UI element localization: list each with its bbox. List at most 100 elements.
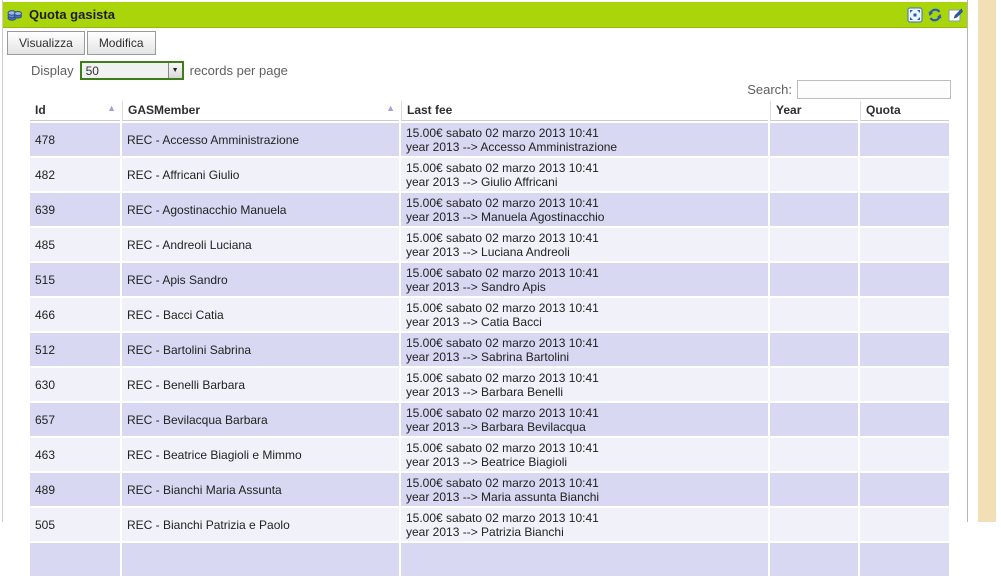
- fee-year-note: year 2013 --> Beatrice Biagioli: [406, 454, 568, 469]
- cell-lastfee: 15.00€ sabato 02 marzo 2013 10:41 year 2…: [401, 333, 768, 366]
- cell-gasmember: REC - Bartolini Sabrina: [122, 333, 399, 366]
- table-row[interactable]: 485 REC - Andreoli Luciana 15.00€ sabato…: [30, 228, 949, 261]
- tab-modifica[interactable]: Modifica: [86, 31, 156, 55]
- cell-id: 630: [30, 368, 120, 401]
- table-row[interactable]: 466 REC - Bacci Catia 15.00€ sabato 02 m…: [30, 298, 949, 331]
- cell-quota: [860, 438, 949, 471]
- fee-year-note: year 2013 --> Sabrina Bartolini: [406, 349, 570, 364]
- cell-id: 505: [30, 508, 120, 541]
- cell-year: [770, 263, 858, 296]
- table-row[interactable]: 630 REC - Benelli Barbara 15.00€ sabato …: [30, 368, 949, 401]
- cell-id: 466: [30, 298, 120, 331]
- cell-gasmember: REC - Bacci Catia: [122, 298, 399, 331]
- dropdown-arrow-icon[interactable]: ▼: [167, 63, 182, 78]
- cell-gasmember: REC - Agostinacchio Manuela: [122, 193, 399, 226]
- cell-year: [770, 228, 858, 261]
- cell-gasmember: REC - Benelli Barbara: [122, 368, 399, 401]
- cell-quota: [860, 298, 949, 331]
- fee-amount-date: 15.00€ sabato 02 marzo 2013 10:41: [406, 335, 599, 350]
- cell-id: 463: [30, 438, 120, 471]
- cell-id: [30, 543, 120, 576]
- window-titlebar: Quota gasista: [3, 2, 967, 28]
- cell-lastfee: 15.00€ sabato 02 marzo 2013 10:41 year 2…: [401, 438, 768, 471]
- cell-year: [770, 333, 858, 366]
- records-per-page-select[interactable]: 50 ▼: [79, 61, 184, 80]
- table-row[interactable]: 657 REC - Bevilacqua Barbara 15.00€ saba…: [30, 403, 949, 436]
- table-row[interactable]: 505 REC - Bianchi Patrizia e Paolo 15.00…: [30, 508, 949, 541]
- cell-id: 489: [30, 473, 120, 506]
- fee-year-note: year 2013 --> Patrizia Bianchi: [406, 524, 564, 539]
- fee-amount-date: 15.00€ sabato 02 marzo 2013 10:41: [406, 230, 599, 245]
- cell-lastfee: 15.00€ sabato 02 marzo 2013 10:41 year 2…: [401, 368, 768, 401]
- refresh-icon[interactable]: [927, 7, 943, 23]
- column-header-id[interactable]: Id ▲: [30, 101, 120, 121]
- cell-lastfee: 15.00€ sabato 02 marzo 2013 10:41 year 2…: [401, 158, 768, 191]
- cell-quota: [860, 368, 949, 401]
- table-row[interactable]: 482 REC - Affricani Giulio 15.00€ sabato…: [30, 158, 949, 191]
- selected-page-size: 50: [85, 63, 99, 78]
- cell-quota: [860, 263, 949, 296]
- table-row[interactable]: 489 REC - Bianchi Maria Assunta 15.00€ s…: [30, 473, 949, 506]
- page-title: Quota gasista: [29, 7, 115, 22]
- search-input[interactable]: [797, 80, 951, 99]
- fee-year-note: year 2013 --> Manuela Agostinacchio: [406, 209, 605, 224]
- expand-icon[interactable]: [907, 7, 923, 23]
- edit-icon[interactable]: [947, 7, 963, 23]
- table-row[interactable]: 515 REC - Apis Sandro 15.00€ sabato 02 m…: [30, 263, 949, 296]
- table-row[interactable]: 463 REC - Beatrice Biagioli e Mimmo 15.0…: [30, 438, 949, 471]
- search-control: Search:: [3, 80, 951, 99]
- fee-year-note: year 2013 --> Barbara Bevilacqua: [406, 419, 586, 434]
- cell-id: 485: [30, 228, 120, 261]
- cell-quota: [860, 543, 949, 576]
- cell-year: [770, 473, 858, 506]
- tab-visualizza[interactable]: Visualizza: [7, 31, 85, 55]
- cell-lastfee: 15.00€ sabato 02 marzo 2013 10:41 year 2…: [401, 228, 768, 261]
- table-row-partial[interactable]: [30, 543, 949, 576]
- fee-amount-date: 15.00€ sabato 02 marzo 2013 10:41: [406, 370, 599, 385]
- records-per-page-control: Display 50 ▼ records per page: [31, 61, 288, 80]
- table-row[interactable]: 478 REC - Accesso Amministrazione 15.00€…: [30, 123, 949, 156]
- fee-amount-date: 15.00€ sabato 02 marzo 2013 10:41: [406, 160, 599, 175]
- titlebar-actions: [907, 7, 963, 23]
- cell-year: [770, 403, 858, 436]
- cell-quota: [860, 403, 949, 436]
- cell-id: 512: [30, 333, 120, 366]
- cell-gasmember: [122, 543, 399, 576]
- cell-lastfee: 15.00€ sabato 02 marzo 2013 10:41 year 2…: [401, 298, 768, 331]
- search-label: Search:: [747, 82, 792, 97]
- cell-year: [770, 158, 858, 191]
- fee-year-note: year 2013 --> Accesso Amministrazione: [406, 139, 618, 154]
- cell-year: [770, 368, 858, 401]
- column-header-lastfee[interactable]: Last fee: [401, 101, 768, 121]
- table-row[interactable]: 639 REC - Agostinacchio Manuela 15.00€ s…: [30, 193, 949, 226]
- coins-icon: [7, 7, 23, 23]
- cell-quota: [860, 123, 949, 156]
- table-body: 478 REC - Accesso Amministrazione 15.00€…: [30, 123, 949, 576]
- cell-year: [770, 508, 858, 541]
- display-label: Display: [31, 63, 74, 78]
- cell-gasmember: REC - Beatrice Biagioli e Mimmo: [122, 438, 399, 471]
- cell-gasmember: REC - Bianchi Patrizia e Paolo: [122, 508, 399, 541]
- cell-lastfee: 15.00€ sabato 02 marzo 2013 10:41 year 2…: [401, 123, 768, 156]
- fee-amount-date: 15.00€ sabato 02 marzo 2013 10:41: [406, 265, 599, 280]
- cell-year: [770, 543, 858, 576]
- cell-gasmember: REC - Bevilacqua Barbara: [122, 403, 399, 436]
- fee-year-note: year 2013 --> Catia Bacci: [406, 314, 542, 329]
- cell-year: [770, 193, 858, 226]
- cell-lastfee: 15.00€ sabato 02 marzo 2013 10:41 year 2…: [401, 263, 768, 296]
- fee-year-note: year 2013 --> Sandro Apis: [406, 279, 546, 294]
- column-header-gasmember[interactable]: GASMember ▲: [122, 101, 399, 121]
- cell-lastfee: [401, 543, 768, 576]
- fee-amount-date: 15.00€ sabato 02 marzo 2013 10:41: [406, 300, 599, 315]
- side-strip: [978, 0, 996, 522]
- cell-gasmember: REC - Apis Sandro: [122, 263, 399, 296]
- fee-year-note: year 2013 --> Maria assunta Bianchi: [406, 489, 600, 504]
- cell-lastfee: 15.00€ sabato 02 marzo 2013 10:41 year 2…: [401, 193, 768, 226]
- cell-gasmember: REC - Accesso Amministrazione: [122, 123, 399, 156]
- fee-amount-date: 15.00€ sabato 02 marzo 2013 10:41: [406, 440, 599, 455]
- cell-id: 515: [30, 263, 120, 296]
- table-row[interactable]: 512 REC - Bartolini Sabrina 15.00€ sabat…: [30, 333, 949, 366]
- column-header-quota[interactable]: Quota: [860, 101, 949, 121]
- fee-amount-date: 15.00€ sabato 02 marzo 2013 10:41: [406, 405, 599, 420]
- column-header-year[interactable]: Year: [770, 101, 858, 121]
